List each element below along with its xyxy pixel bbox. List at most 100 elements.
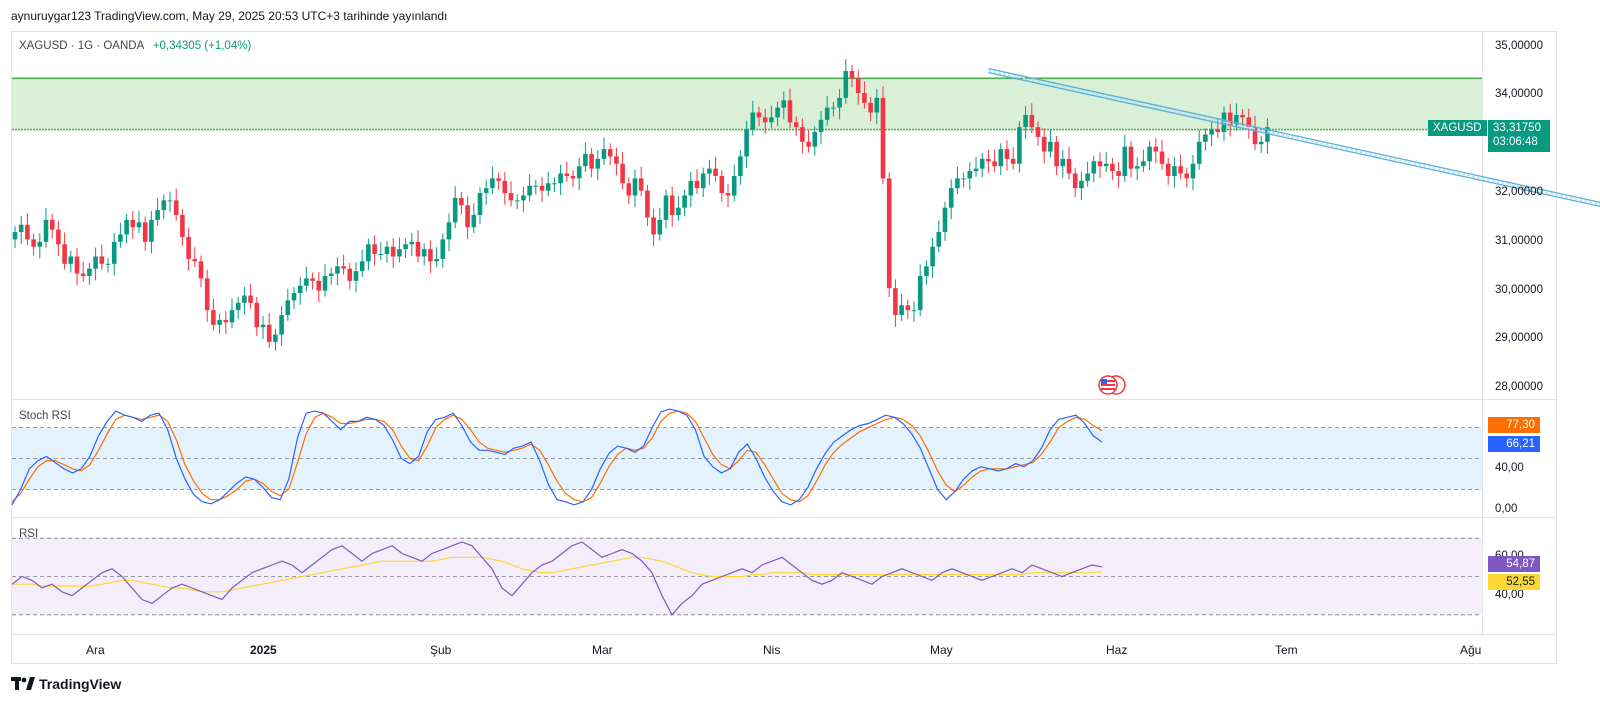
candle[interactable]	[1110, 157, 1115, 180]
candle[interactable]	[552, 177, 557, 193]
candle[interactable]	[1134, 157, 1140, 181]
trendline-lower[interactable]	[988, 71, 1600, 219]
candle[interactable]	[1035, 121, 1041, 146]
candle[interactable]	[434, 247, 439, 268]
candle[interactable]	[105, 257, 111, 273]
candle[interactable]	[911, 301, 917, 322]
candle[interactable]	[111, 233, 117, 276]
candle[interactable]	[186, 228, 191, 271]
candle[interactable]	[397, 237, 402, 263]
candle[interactable]	[657, 208, 663, 241]
candle[interactable]	[1153, 137, 1159, 164]
candle[interactable]	[142, 216, 148, 251]
candle[interactable]	[1004, 140, 1010, 171]
candle[interactable]	[880, 86, 886, 185]
candle[interactable]	[986, 150, 991, 174]
candle[interactable]	[769, 105, 774, 129]
candle[interactable]	[502, 172, 508, 205]
candle[interactable]	[335, 257, 340, 286]
candle[interactable]	[899, 293, 904, 321]
trendline-upper[interactable]	[988, 67, 1600, 215]
candle[interactable]	[1010, 147, 1016, 170]
candle[interactable]	[576, 157, 582, 191]
candle[interactable]	[992, 149, 997, 173]
candle[interactable]	[620, 152, 625, 190]
candle[interactable]	[74, 247, 80, 286]
candle[interactable]	[539, 176, 545, 203]
candle[interactable]	[663, 189, 669, 229]
candle[interactable]	[1246, 108, 1252, 139]
candle[interactable]	[390, 237, 396, 269]
candle[interactable]	[1097, 152, 1103, 178]
candle[interactable]	[930, 237, 935, 278]
candle[interactable]	[279, 306, 284, 347]
candle[interactable]	[638, 166, 644, 197]
candle[interactable]	[818, 111, 824, 144]
candle[interactable]	[651, 208, 656, 247]
candle[interactable]	[1141, 149, 1146, 173]
candle[interactable]	[1079, 172, 1084, 200]
candle[interactable]	[1128, 140, 1134, 178]
candle[interactable]	[924, 260, 929, 285]
candle[interactable]	[583, 142, 588, 173]
candle[interactable]	[310, 272, 315, 290]
candle[interactable]	[713, 156, 718, 182]
candle[interactable]	[800, 118, 805, 154]
candle[interactable]	[874, 89, 880, 125]
candle[interactable]	[781, 91, 787, 120]
candle[interactable]	[1066, 147, 1072, 180]
candle[interactable]	[855, 69, 861, 105]
candle[interactable]	[428, 240, 433, 274]
tradingview-brand[interactable]: TradingView	[11, 676, 121, 692]
candle[interactable]	[43, 208, 49, 248]
candle[interactable]	[366, 238, 371, 271]
candle[interactable]	[1252, 115, 1258, 151]
candle[interactable]	[731, 164, 737, 202]
candle[interactable]	[942, 201, 948, 241]
candle[interactable]	[1122, 134, 1128, 182]
candle[interactable]	[87, 262, 92, 285]
candle[interactable]	[886, 172, 892, 297]
candle[interactable]	[688, 172, 694, 208]
candle[interactable]	[1165, 157, 1171, 185]
candle[interactable]	[409, 233, 415, 256]
candle[interactable]	[490, 166, 495, 195]
candle[interactable]	[1190, 154, 1196, 191]
candle[interactable]	[1029, 103, 1035, 134]
candle[interactable]	[955, 166, 960, 195]
candle[interactable]	[173, 188, 179, 221]
candle[interactable]	[25, 213, 30, 246]
candle[interactable]	[831, 101, 836, 117]
candle[interactable]	[1103, 152, 1109, 173]
candle[interactable]	[1258, 135, 1264, 154]
candle[interactable]	[917, 264, 923, 317]
candle[interactable]	[304, 266, 309, 292]
candle[interactable]	[676, 195, 681, 221]
candle[interactable]	[459, 192, 464, 215]
candle[interactable]	[223, 311, 229, 335]
candle[interactable]	[1178, 154, 1183, 180]
candle[interactable]	[68, 250, 74, 273]
candle[interactable]	[452, 186, 458, 229]
candle[interactable]	[868, 96, 873, 122]
candle[interactable]	[136, 210, 142, 234]
candle[interactable]	[1041, 128, 1047, 164]
candle[interactable]	[149, 211, 154, 254]
candle[interactable]	[570, 170, 576, 188]
candle[interactable]	[1172, 157, 1177, 188]
candle[interactable]	[273, 328, 278, 351]
candle[interactable]	[508, 181, 514, 207]
candle[interactable]	[682, 189, 687, 217]
candle[interactable]	[415, 230, 421, 263]
candle[interactable]	[316, 272, 322, 303]
candle[interactable]	[979, 153, 985, 178]
candle[interactable]	[645, 184, 650, 227]
candle[interactable]	[161, 194, 167, 219]
candle[interactable]	[211, 298, 216, 331]
candle[interactable]	[446, 213, 452, 252]
candle[interactable]	[837, 89, 842, 120]
candle[interactable]	[961, 172, 966, 188]
candle[interactable]	[18, 215, 24, 244]
candle[interactable]	[806, 130, 811, 153]
candle[interactable]	[1116, 162, 1121, 188]
